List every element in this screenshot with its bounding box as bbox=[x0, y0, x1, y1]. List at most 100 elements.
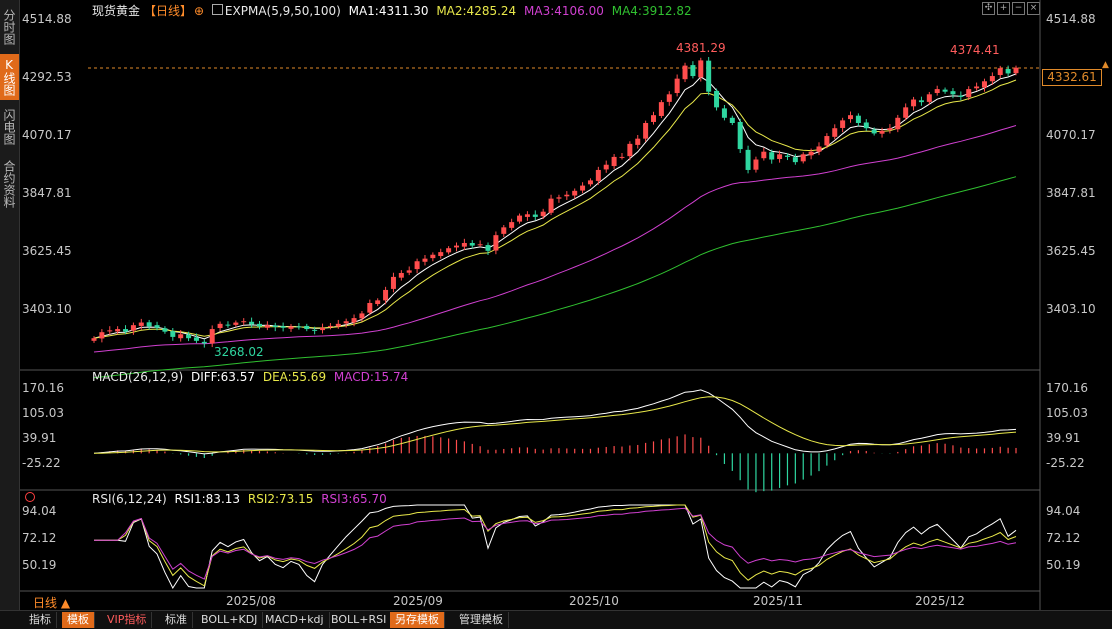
date-label: 2025/11 bbox=[753, 594, 803, 608]
candle-body bbox=[351, 318, 357, 323]
macd-dea: DEA:55.69 bbox=[262, 370, 327, 384]
candle-body bbox=[840, 120, 846, 128]
candle-body bbox=[792, 157, 798, 163]
candle-body bbox=[666, 94, 672, 102]
axis-label: 72.12 bbox=[1046, 531, 1081, 545]
candle-body bbox=[879, 130, 885, 134]
candle-body bbox=[580, 185, 586, 191]
candle-body bbox=[966, 89, 972, 98]
candle-body bbox=[800, 154, 806, 162]
axis-label: 3625.45 bbox=[22, 244, 72, 258]
axis-label: 94.04 bbox=[22, 504, 57, 518]
bottom-tab[interactable]: VIP指标 bbox=[102, 612, 153, 628]
axis-label: 50.19 bbox=[1046, 558, 1081, 572]
macd-panel bbox=[93, 389, 1017, 493]
recent-high-annotation: 4374.41 bbox=[950, 43, 1000, 57]
candle-body bbox=[690, 65, 696, 77]
candle-body bbox=[517, 215, 523, 222]
bottom-tab[interactable]: BOLL+RSI bbox=[326, 612, 393, 628]
bottom-tab[interactable]: BOLL+KDJ bbox=[196, 612, 264, 628]
tab-flash[interactable]: 闪电图 bbox=[2, 109, 16, 145]
settings-icon[interactable]: ⊕ bbox=[194, 4, 205, 18]
candle-body bbox=[777, 154, 783, 159]
candle-body bbox=[296, 326, 302, 328]
bottom-tab[interactable]: 管理模板 bbox=[454, 612, 509, 628]
candle-body bbox=[753, 159, 759, 170]
axis-label: 4070.17 bbox=[1046, 128, 1096, 142]
candle-body bbox=[903, 107, 909, 118]
candle-body bbox=[335, 323, 341, 327]
expma-icon[interactable] bbox=[211, 4, 223, 15]
candle-body bbox=[446, 248, 452, 253]
candle-body bbox=[974, 86, 980, 89]
axis-label: 4514.88 bbox=[22, 12, 72, 26]
candle-body bbox=[824, 136, 830, 146]
candle-body bbox=[595, 169, 601, 181]
axis-label: -25.22 bbox=[22, 456, 61, 470]
candle-body bbox=[848, 115, 854, 120]
diff-line bbox=[93, 389, 1017, 455]
candle-body bbox=[249, 321, 255, 325]
candle-body bbox=[501, 227, 507, 234]
candle-body bbox=[170, 331, 176, 337]
axis-label: 105.03 bbox=[1046, 406, 1088, 420]
candle-body bbox=[375, 300, 381, 305]
candle-body bbox=[698, 60, 704, 78]
axis-label: 3625.45 bbox=[1046, 244, 1096, 258]
candle-body bbox=[398, 272, 404, 278]
bottom-tab[interactable]: 指标 bbox=[24, 612, 57, 628]
macd-title: MACD(26,12,9) bbox=[92, 370, 184, 384]
rsi2-value: RSI2:73.15 bbox=[247, 492, 314, 506]
candle-body bbox=[406, 270, 412, 273]
tab-kline[interactable]: K线图 bbox=[0, 54, 19, 100]
zoom-out-icon[interactable]: − bbox=[1012, 2, 1025, 15]
candle-body bbox=[816, 146, 822, 152]
record-icon[interactable] bbox=[25, 492, 35, 502]
candle-body bbox=[737, 121, 743, 150]
candle-body bbox=[327, 325, 333, 327]
axis-label: 105.03 bbox=[22, 406, 64, 420]
zoom-in-icon[interactable]: + bbox=[997, 2, 1010, 15]
candle-body bbox=[871, 129, 877, 134]
candle-body bbox=[107, 330, 113, 332]
rsi-line bbox=[94, 504, 1017, 590]
bottom-tab[interactable]: 标准 bbox=[160, 612, 193, 628]
candle-body bbox=[288, 326, 294, 329]
period-selector[interactable]: 日线 ▲ bbox=[33, 596, 71, 610]
axis-label: 3847.81 bbox=[1046, 186, 1096, 200]
axis-label: 72.12 bbox=[22, 531, 57, 545]
axis-label: 4070.17 bbox=[22, 128, 72, 142]
candle-body bbox=[556, 197, 562, 199]
candle-body bbox=[981, 81, 987, 88]
ma3-value: MA3:4106.00 bbox=[524, 4, 604, 18]
bottom-tab[interactable]: 另存模板 bbox=[390, 612, 445, 628]
period-label: 【日线】 bbox=[144, 4, 193, 18]
rsi-title: RSI(6,12,24) bbox=[92, 492, 167, 506]
candle-body bbox=[154, 325, 160, 328]
candle-body bbox=[280, 326, 286, 328]
candle-body bbox=[958, 95, 964, 97]
candle-body bbox=[477, 244, 483, 246]
candle-body bbox=[855, 115, 861, 124]
candle-body bbox=[123, 329, 129, 332]
rsi-header: RSI(6,12,24) RSI1:83.13 RSI2:73.15 RSI3:… bbox=[92, 492, 391, 506]
tab-timeshare[interactable]: 分时图 bbox=[2, 9, 16, 45]
candle-body bbox=[453, 245, 459, 248]
date-label: 2025/10 bbox=[569, 594, 619, 608]
candle-body bbox=[390, 276, 396, 289]
rsi-line bbox=[94, 507, 1017, 580]
bottom-tab[interactable]: 模板 bbox=[62, 612, 95, 628]
candle-body bbox=[193, 337, 199, 341]
candle-body bbox=[619, 156, 625, 158]
ma-line bbox=[93, 176, 1017, 379]
move-icon[interactable]: ✣ bbox=[982, 2, 995, 15]
candle-body bbox=[225, 324, 231, 326]
tab-contract-info[interactable]: 合约资料 bbox=[2, 160, 16, 208]
candle-body bbox=[674, 78, 680, 94]
axis-label: -25.22 bbox=[1046, 456, 1085, 470]
candle-body bbox=[895, 117, 901, 130]
candle-body bbox=[635, 138, 641, 145]
price-chart[interactable]: 4381.29 4374.41 3268.02 bbox=[0, 0, 1112, 610]
bottom-tab[interactable]: MACD+kdj bbox=[260, 612, 330, 628]
candle-body bbox=[430, 254, 436, 259]
